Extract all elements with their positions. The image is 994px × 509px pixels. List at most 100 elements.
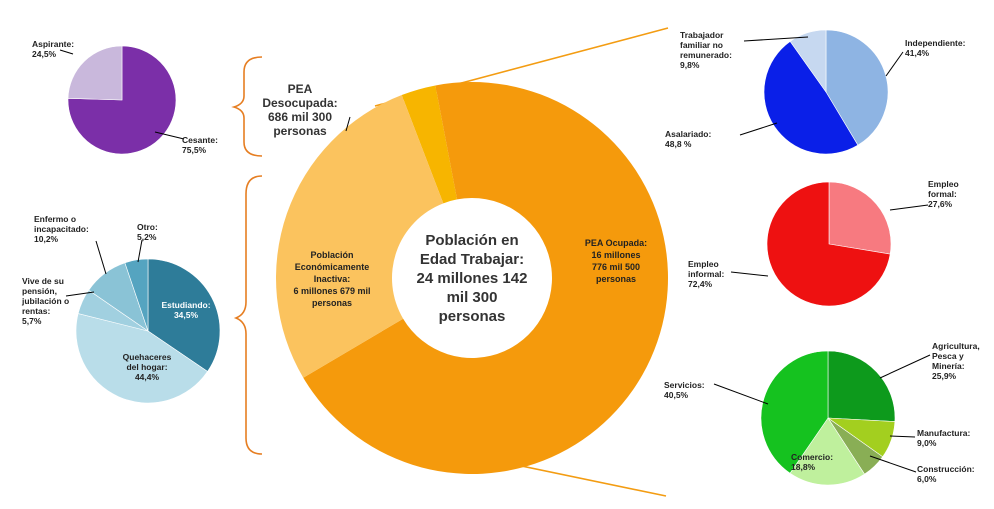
slice-main-pea-ocupada (303, 82, 668, 475)
label-sector-construcci-n-line: 6,0% (917, 474, 937, 484)
leader-formalidad-empleo (730, 271, 769, 277)
slice-main-poblaci-n-econ-micamente-inactiva (275, 95, 444, 378)
label-inactiva-estudiando: Estudiando: 34,5% (161, 300, 210, 320)
label-sector-manufactura: Manufactura: 9,0% (917, 428, 971, 448)
leader-main-pea-desocupada (345, 116, 351, 132)
label-main-pea-ocupada-line: PEA Ocupada: (585, 238, 647, 248)
slice-posicion-independiente (825, 29, 889, 146)
label-inactiva-quehaceres-line: del hogar: (126, 362, 167, 372)
leader-desocupada-aspirante (59, 49, 74, 55)
label-inactiva-vive-de-su-line: pensión, (22, 286, 57, 296)
label-formalidad-empleo-line: informal: (688, 269, 725, 279)
leader-formalidad-empleo (889, 204, 929, 211)
label-desocupada-aspirante-line: 24,5% (32, 49, 57, 59)
donut-center-text: Población en Edad Trabajar: 24 millones 14… (417, 232, 528, 325)
label-sector-manufactura-line: 9,0% (917, 438, 937, 448)
label-posicion-independiente-line: Independiente: (905, 38, 966, 48)
donut-center-text-line: Población en (425, 232, 518, 249)
label-inactiva-enfermo-o-line: Enfermo o (34, 214, 76, 224)
label-posicion-independiente: Independiente: 41,4% (905, 38, 966, 58)
label-inactiva-quehaceres: Quehaceres del hogar: 44,4% (123, 352, 172, 382)
leader-posicion-asalariado (739, 122, 778, 136)
leader-inactiva-enfermo-o (95, 240, 107, 275)
label-inactiva-estudiando-line: Estudiando: (161, 300, 210, 310)
label-inactiva-vive-de-su: Vive de su pensión, jubilación o rentas: 5,7… (21, 276, 69, 326)
label-sector-construcci-n-line: Construcción: (917, 464, 975, 474)
bracket-inactiva (233, 175, 263, 455)
label-inactiva-vive-de-su-line: rentas: (22, 306, 51, 316)
label-desocupada-cesante-line: 75,5% (182, 145, 207, 155)
chart-formalidad (766, 181, 892, 307)
donut-center-text-line: personas (439, 308, 506, 325)
label-posicion-asalariado-line: 48,8 % (665, 139, 692, 149)
label-sector-comercio-line: 18,8% (791, 462, 816, 472)
label-posicion-asalariado-line: Asalariado: (665, 129, 711, 139)
slice-inactiva-quehaceres (75, 313, 208, 404)
label-inactiva-vive-de-su-line: 5,7% (22, 316, 42, 326)
label-sector-manufactura-line: Manufactura: (917, 428, 971, 438)
label-desocupada-aspirante: Aspirante: 24,5% (32, 39, 74, 59)
label-sector-agricultura-line: Agricultura, (932, 341, 980, 351)
label-formalidad-empleo: Empleo informal: 72,4% (688, 259, 725, 289)
label-sector-agricultura: Agricultura, Pesca y Minería: 25,9% (932, 341, 980, 381)
label-main-poblaci-n-econ-micamente-inactiva-line: Inactiva: (314, 274, 351, 284)
label-posicion-trabajador-line: 9,8% (680, 60, 700, 70)
label-posicion-trabajador: Trabajador familiar no remunerado: 9,8% (680, 30, 732, 70)
leader-posicion-trabajador (743, 36, 809, 42)
slice-sector-servicios (760, 350, 829, 474)
label-main-pea-ocupada-line: 776 mil 500 (592, 262, 640, 272)
chart-sector (760, 350, 896, 486)
label-posicion-trabajador-line: familiar no (680, 40, 723, 50)
slice-inactiva-estudiando (147, 258, 221, 372)
leader-inactiva-otro (137, 239, 143, 263)
label-sector-agricultura-line: Minería: (932, 361, 965, 371)
label-inactiva-enfermo-o-line: incapacitado: (34, 224, 89, 234)
label-inactiva-otro: Otro: 5,2% (137, 222, 158, 242)
label-sector-servicios-line: 40,5% (664, 390, 689, 400)
label-desocupada-aspirante-line: Aspirante: (32, 39, 74, 49)
label-main-poblaci-n-econ-micamente-inactiva: Población Económicamente Inactiva: 6 millon… (293, 250, 370, 308)
bracket-desocupada (231, 56, 263, 157)
label-formalidad-empleo-line: Empleo (688, 259, 719, 269)
label-sector-comercio-line: Comercio: (791, 452, 833, 462)
slice-posicion-trabajador (789, 29, 827, 93)
label-inactiva-vive-de-su-line: jubilación o (21, 296, 69, 306)
slice-desocupada-aspirante (67, 45, 123, 101)
label-inactiva-otro-line: Otro: (137, 222, 158, 232)
label-desocupada-cesante: Cesante: 75,5% (182, 135, 218, 155)
label-main-pea-ocupada-line: 16 millones (591, 250, 640, 260)
label-main-poblaci-n-econ-micamente-inactiva-line: Económicamente (295, 262, 370, 272)
label-inactiva-otro-line: 5,2% (137, 232, 157, 242)
label-main-poblaci-n-econ-micamente-inactiva-line: Población (310, 250, 353, 260)
label-posicion-trabajador-line: remunerado: (680, 50, 732, 60)
label-formalidad-empleo: Empleo formal: 27,6% (928, 179, 959, 209)
label-inactiva-quehaceres-line: Quehaceres (123, 352, 172, 362)
label-main-poblaci-n-econ-micamente-inactiva-line: personas (312, 298, 352, 308)
donut-center-text-line: mil 300 (447, 289, 498, 306)
leader-sector-construcci-n (869, 455, 917, 473)
slice-posicion-asalariado (763, 40, 859, 155)
slice-main-pea-desocupada (401, 85, 458, 204)
label-sector-construcci-n: Construcción: 6,0% (917, 464, 975, 484)
chart-posicion (763, 29, 889, 155)
label-inactiva-enfermo-o-line: 10,2% (34, 234, 59, 244)
label-desocupada-cesante-line: Cesante: (182, 135, 218, 145)
label-formalidad-empleo-line: 27,6% (928, 199, 953, 209)
chart-inactiva (75, 258, 221, 404)
leader-posicion-independiente (885, 51, 904, 77)
chart-main (275, 82, 668, 475)
label-main-pea-desocupada-line: personas (273, 124, 327, 138)
slice-inactiva-otro (124, 258, 149, 332)
label-formalidad-empleo-line: Empleo (928, 179, 959, 189)
label-main-pea-desocupada-line: Desocupada: (262, 96, 337, 110)
label-main-pea-desocupada-line: 686 mil 300 (268, 110, 332, 124)
label-inactiva-quehaceres-line: 44,4% (135, 372, 160, 382)
label-main-poblaci-n-econ-micamente-inactiva-line: 6 millones 679 mil (293, 286, 370, 296)
label-inactiva-enfermo-o: Enfermo o incapacitado: 10,2% (34, 214, 89, 244)
label-main-pea-ocupada: PEA Ocupada: 16 millones 776 mil 500 person… (585, 238, 647, 284)
chart-desocupada (67, 45, 177, 155)
label-posicion-asalariado: Asalariado: 48,8 % (665, 129, 711, 149)
leader-lines (59, 36, 931, 473)
